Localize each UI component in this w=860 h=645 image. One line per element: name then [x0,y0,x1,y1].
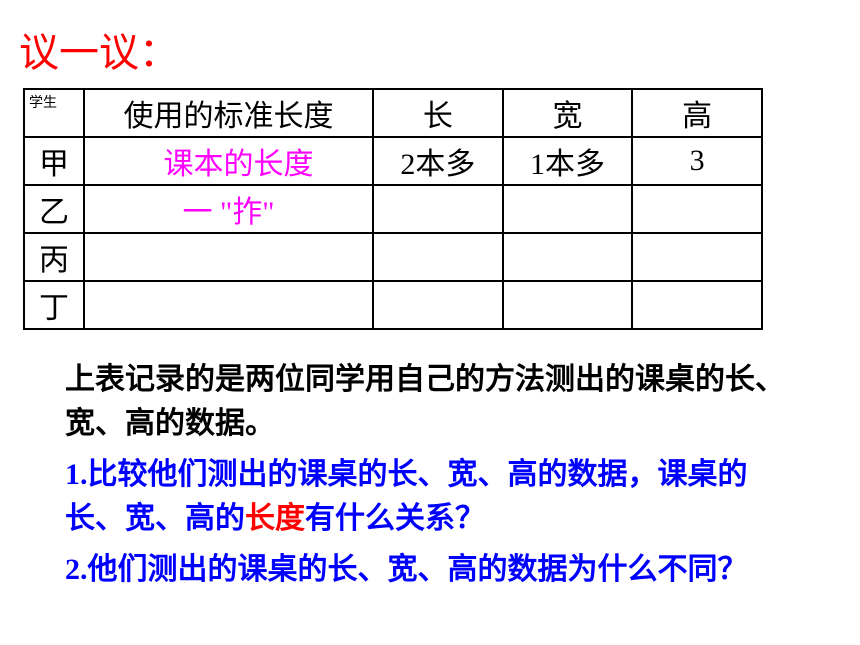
table-header-row: 学生 使用的标准长度 长 宽 高 [24,89,762,137]
body-text: 上表记录的是两位同学用自己的方法测出的课桌的长、宽、高的数据。 1.比较他们测出… [15,358,845,592]
cell-length [373,281,503,329]
cell-width: 1本多 [503,137,633,185]
th-standard: 使用的标准长度 [84,89,373,137]
th-height: 高 [632,89,762,137]
cell-width [503,233,633,281]
cell-student: 乙 [24,185,84,233]
cell-standard [84,233,373,281]
question-2: 2.他们测出的课桌的长、宽、高的数据为什么不同？ [65,548,805,592]
cell-standard: 一 "拃" [84,185,373,233]
cell-width [503,281,633,329]
cell-height [632,281,762,329]
q2-text: 2.他们测出的课桌的长、宽、高的数据为什么不同？ [65,553,748,586]
cell-height [632,185,762,233]
table-row: 甲 课本的长度 2本多 1本多 3 [24,137,762,185]
question-1: 1.比较他们测出的课桌的长、宽、高的数据，课桌的长、宽、高的长度有什么关系？ [65,453,805,540]
cell-length [373,233,503,281]
cell-student: 甲 [24,137,84,185]
intro-text: 上表记录的是两位同学用自己的方法测出的课桌的长、宽、高的数据。 [65,363,785,440]
cell-length: 2本多 [373,137,503,185]
table-row: 丙 [24,233,762,281]
title-text: 议一议： [19,30,179,75]
th-student: 学生 [24,89,84,137]
q1-highlight: 长度 [245,502,305,535]
cell-standard [84,281,373,329]
cell-width [503,185,633,233]
th-length: 长 [373,89,503,137]
th-width: 宽 [503,89,633,137]
q1-suffix: 有什么关系？ [305,502,485,535]
intro-paragraph: 上表记录的是两位同学用自己的方法测出的课桌的长、宽、高的数据。 [65,358,805,445]
cell-height: 3 [632,137,762,185]
cell-student: 丙 [24,233,84,281]
cell-height [632,233,762,281]
measurement-table: 学生 使用的标准长度 长 宽 高 甲 课本的长度 2本多 1本多 3 乙 一 "… [23,88,763,330]
table-row: 丁 [24,281,762,329]
cell-standard: 课本的长度 [84,137,373,185]
cell-student: 丁 [24,281,84,329]
section-title: 议一议： [15,20,845,78]
table-row: 乙 一 "拃" [24,185,762,233]
cell-length [373,185,503,233]
